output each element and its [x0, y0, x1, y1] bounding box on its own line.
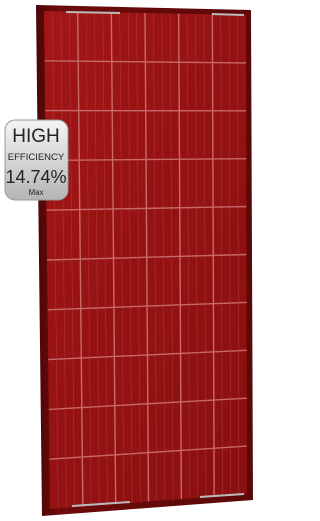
badge-line: Max [28, 188, 43, 197]
badge-value: 14.74% [5, 167, 66, 187]
efficiency-badge: HIGH EFFICIENCY 14.74% Max [5, 120, 68, 200]
badge-line: HIGH [12, 126, 60, 147]
product-image: HIGH EFFICIENCY 14.74% Max [0, 0, 262, 521]
clip [212, 14, 244, 15]
clip [66, 12, 120, 13]
badge-line: EFFICIENCY [8, 152, 65, 163]
